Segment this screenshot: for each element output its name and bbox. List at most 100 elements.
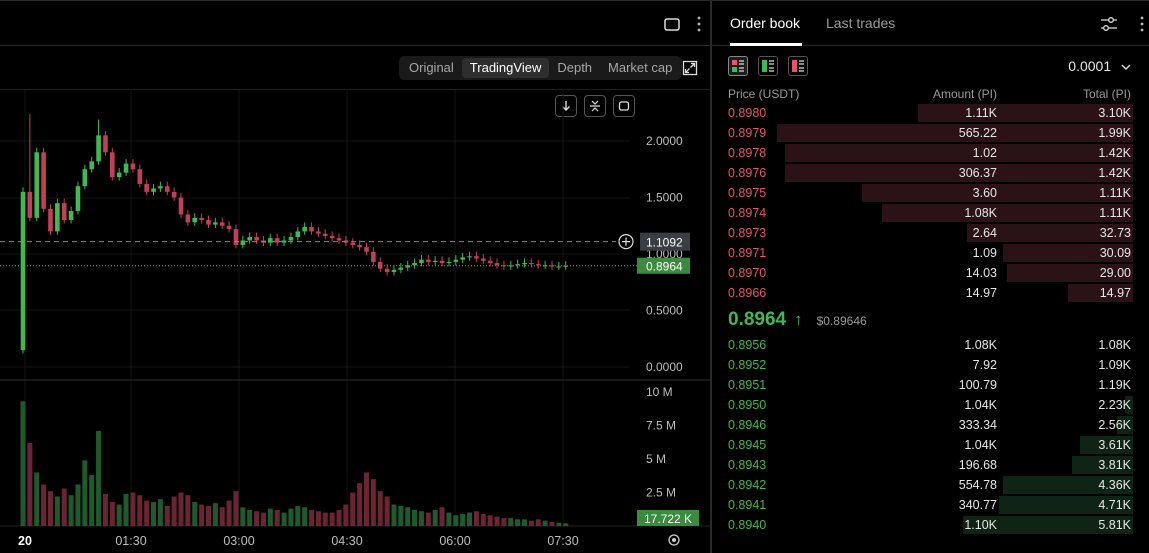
candle — [322, 233, 328, 236]
ask-row[interactable]: 0.8973 2.64 32.73 — [712, 223, 1149, 243]
candle — [268, 238, 273, 243]
bid-row[interactable]: 0.8942 554.78 4.36K — [712, 475, 1149, 495]
volume-bar — [82, 460, 88, 526]
volume-bar — [494, 516, 500, 526]
reset-chart-icon[interactable] — [613, 95, 635, 117]
precision-select[interactable]: 0.0001 — [1068, 58, 1131, 74]
volume-bar — [522, 519, 528, 526]
ask-row[interactable]: 0.8975 3.60 1.11K — [712, 183, 1149, 203]
volume-axis-label: 5 M — [646, 452, 666, 466]
candle — [178, 197, 184, 215]
chart-settings-icon-center — [672, 538, 676, 542]
layout-icon[interactable] — [662, 15, 682, 33]
ask-row[interactable]: 0.8966 14.97 14.97 — [712, 283, 1149, 303]
volume-bar — [377, 491, 383, 526]
crosshair-price: 1.1092 — [646, 236, 683, 250]
ask-price: 0.8978 — [728, 146, 767, 160]
drag-handle-icon[interactable] — [694, 14, 704, 34]
ask-row[interactable]: 0.8980 1.11K 3.10K — [712, 103, 1149, 123]
scroll-to-latest-icon[interactable] — [555, 95, 577, 117]
panel-divider[interactable] — [710, 0, 712, 553]
view-bids-icon[interactable] — [758, 56, 778, 76]
add-alert-icon[interactable] — [618, 234, 634, 250]
bid-total: 5.81K — [1098, 518, 1131, 532]
fit-chart-icon[interactable] — [584, 95, 606, 117]
ask-total: 30.09 — [1099, 246, 1131, 260]
candle — [412, 263, 417, 266]
bid-depth-bar — [1080, 436, 1133, 454]
bid-row[interactable]: 0.8941 340.77 4.71K — [712, 495, 1149, 515]
ask-row[interactable]: 0.8978 1.02 1.42K — [712, 143, 1149, 163]
chart-top-bar — [0, 0, 710, 46]
bid-depth-bar — [1116, 416, 1133, 434]
bid-price: 0.8952 — [728, 358, 767, 372]
bid-row[interactable]: 0.8940 1.10K 5.81K — [712, 515, 1149, 535]
view-asks-icon[interactable] — [788, 56, 808, 76]
candle — [247, 237, 253, 241]
candle — [192, 217, 198, 223]
bid-row[interactable]: 0.8946 333.34 2.56K — [712, 415, 1149, 435]
bid-total: 1.08K — [1098, 338, 1131, 352]
ask-amount: 1.09 — [972, 246, 997, 260]
volume-bar — [549, 521, 555, 526]
tab-market-cap[interactable]: Market cap — [608, 60, 673, 75]
ask-depth-bar — [918, 104, 1133, 122]
ask-price: 0.8966 — [728, 286, 767, 300]
expand-icon[interactable] — [680, 58, 700, 78]
tab-order-book[interactable]: Order book — [730, 15, 801, 31]
bid-row[interactable]: 0.8943 196.68 3.81K — [712, 455, 1149, 475]
drag-handle-icon[interactable] — [1138, 14, 1146, 34]
bid-price: 0.8940 — [728, 518, 767, 532]
ask-total: 1.42K — [1098, 166, 1131, 180]
chart-settings-icon[interactable] — [668, 534, 680, 546]
volume-bar — [185, 495, 191, 526]
bid-depth-bar — [1072, 456, 1133, 474]
last-price-tag — [637, 257, 690, 274]
bid-total: 3.81K — [1098, 458, 1131, 472]
settings-sliders-icon[interactable] — [1098, 13, 1120, 35]
ask-depth-bar — [881, 204, 1133, 222]
last-price-value: 0.8964 — [646, 260, 683, 274]
candle — [185, 214, 191, 223]
ask-row[interactable]: 0.8970 14.03 29.00 — [712, 263, 1149, 283]
bid-row[interactable]: 0.8956 1.08K 1.08K — [712, 335, 1149, 355]
time-axis-label: 06:00 — [439, 534, 470, 548]
candle — [474, 256, 479, 259]
view-both-icon[interactable] — [728, 56, 748, 76]
bid-amount: 1.08K — [964, 338, 997, 352]
bid-amount: 333.34 — [958, 418, 997, 432]
bid-amount: 7.92 — [972, 358, 997, 372]
bid-row[interactable]: 0.8951 100.79 1.19K — [712, 375, 1149, 395]
tab-last-trades[interactable]: Last trades — [826, 15, 896, 31]
candle — [137, 169, 143, 184]
chart-view-selector: Original TradingView Depth Market cap — [399, 56, 683, 80]
candle — [309, 226, 314, 232]
ask-row[interactable]: 0.8971 1.09 30.09 — [712, 243, 1149, 263]
volume-bar — [556, 522, 562, 526]
volume-bar — [501, 517, 507, 526]
candle — [350, 242, 356, 245]
volume-bar — [96, 430, 102, 526]
ask-row[interactable]: 0.8974 1.08K 1.11K — [712, 203, 1149, 223]
candle — [494, 263, 500, 266]
candle — [302, 226, 307, 232]
tab-tradingview[interactable]: TradingView — [461, 58, 550, 78]
last-volume-value: 17.722 K — [644, 512, 692, 526]
candle — [391, 269, 397, 273]
candle — [254, 237, 259, 241]
ask-row[interactable]: 0.8979 565.22 1.99K — [712, 123, 1149, 143]
tab-original[interactable]: Original — [409, 60, 454, 75]
candle — [529, 263, 534, 265]
tab-depth[interactable]: Depth — [557, 60, 593, 75]
bid-row[interactable]: 0.8945 1.04K 3.61K — [712, 435, 1149, 455]
volume-bar — [315, 511, 321, 526]
bid-row[interactable]: 0.8952 7.92 1.09K — [712, 355, 1149, 375]
candle — [158, 186, 163, 189]
time-axis-label: 20 — [18, 534, 32, 548]
ask-row[interactable]: 0.8976 306.37 1.42K — [712, 163, 1149, 183]
ask-price: 0.8975 — [728, 186, 767, 200]
volume-bar — [425, 512, 431, 526]
bid-row[interactable]: 0.8950 1.04K 2.23K — [712, 395, 1149, 415]
volume-bar — [219, 507, 225, 526]
